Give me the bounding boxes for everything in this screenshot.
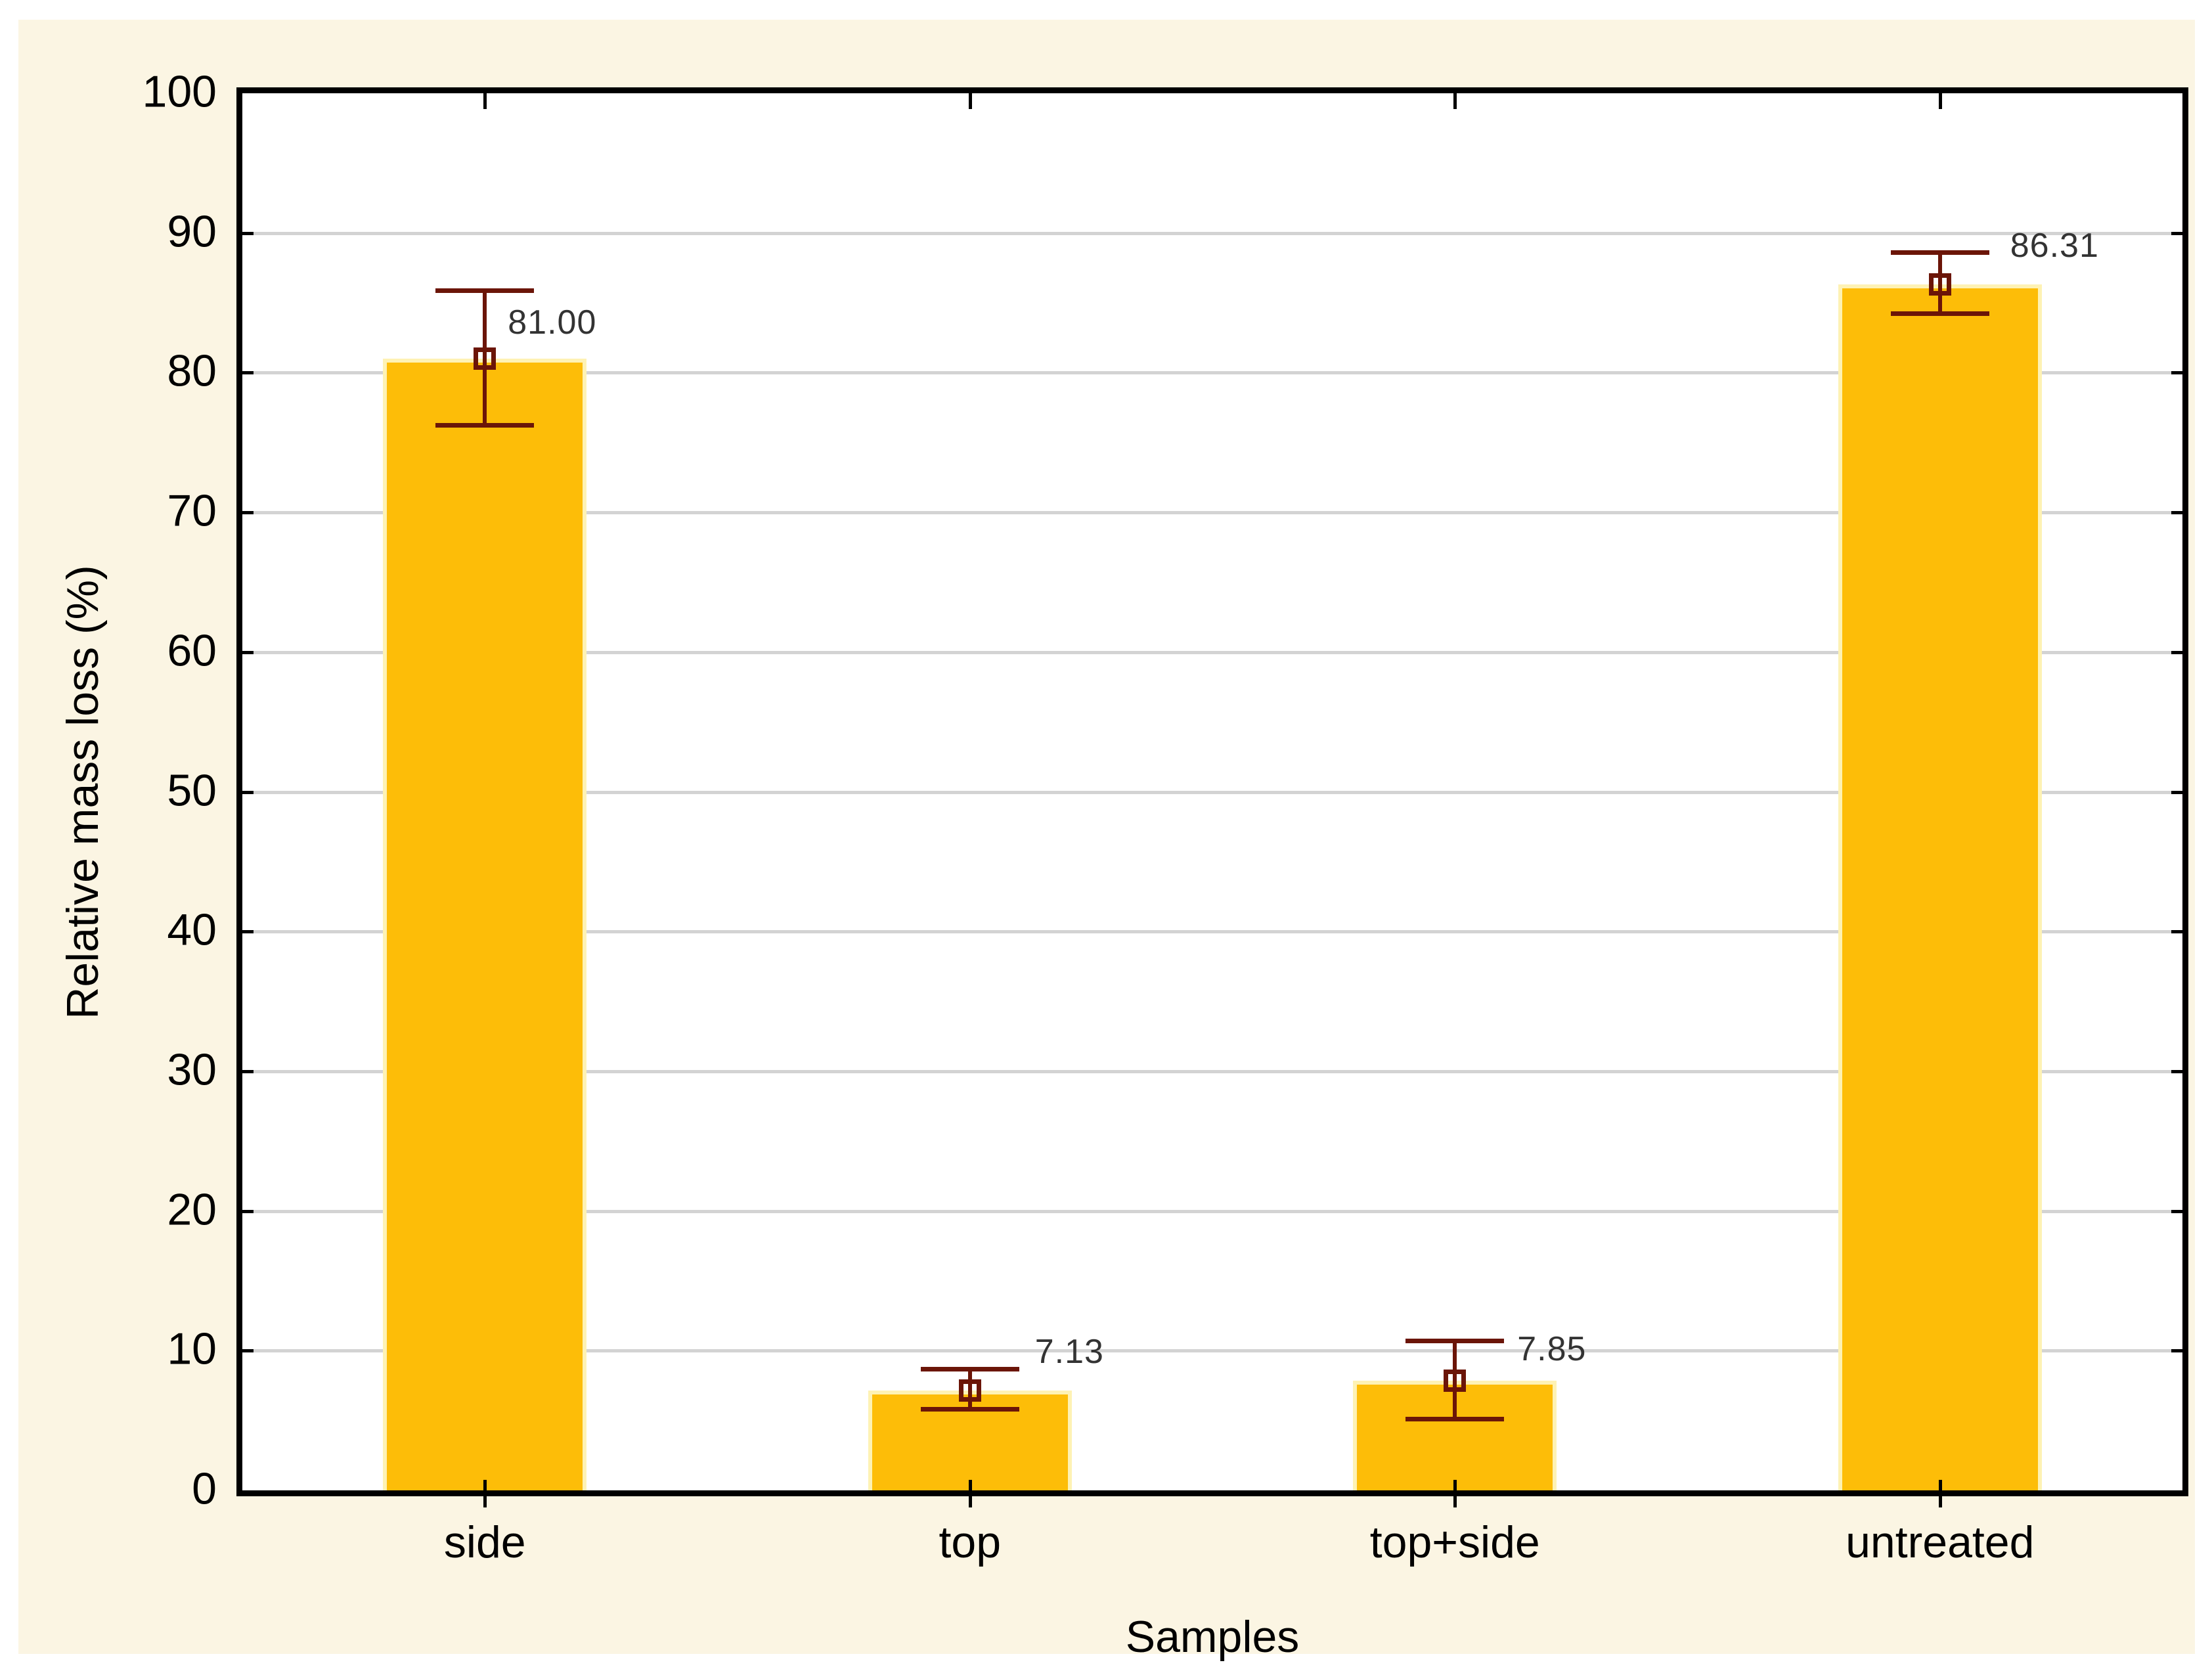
y-tick-left-40 (242, 930, 254, 934)
gridline-60 (242, 650, 2182, 654)
y-tick-label-20: 20 (167, 1184, 217, 1234)
x-tick-top-side (483, 93, 487, 109)
y-tick-label-0: 0 (192, 1463, 217, 1514)
error-bar-cap-top-side (435, 288, 535, 293)
y-tick-left-30 (242, 1069, 254, 1073)
gridline-40 (242, 930, 2182, 934)
y-tick-label-40: 40 (167, 904, 217, 955)
x-tick-top-untreated (1938, 93, 1942, 109)
y-tick-right-30 (2171, 1069, 2182, 1073)
error-bar-line-top+side (1453, 1341, 1457, 1419)
gridline-20 (242, 1209, 2182, 1213)
x-tick-inner-side (483, 1480, 487, 1490)
y-tick-right-10 (2171, 1349, 2182, 1353)
figure-panel: Relative mass loss (%) 81.00 7.13 7.85 86.3… (18, 20, 2195, 1659)
y-tick-right-80 (2171, 371, 2182, 375)
y-tick-left-10 (242, 1349, 254, 1353)
error-bar-line-untreated (1937, 252, 1942, 315)
error-bar-line-top (967, 1368, 972, 1410)
y-tick-right-60 (2171, 650, 2182, 654)
y-tick-left-60 (242, 650, 254, 654)
y-tick-label-80: 80 (167, 345, 217, 396)
x-tick-label-top+side: top+side (1369, 1517, 1540, 1567)
y-tick-right-40 (2171, 930, 2182, 934)
x-tick-inner-top (968, 1480, 972, 1490)
y-tick-label-70: 70 (167, 485, 217, 536)
error-bar-cap-top-top (920, 1366, 1019, 1371)
y-tick-left-80 (242, 371, 254, 375)
y-tick-right-20 (2171, 1209, 2182, 1213)
y-tick-left-50 (242, 790, 254, 794)
gridline-10 (242, 1349, 2182, 1353)
gridline-50 (242, 790, 2182, 794)
mean-marker-untreated (1928, 273, 1951, 296)
mean-marker-side (474, 347, 497, 370)
bar-untreated (1838, 284, 2042, 1490)
y-tick-left-20 (242, 1209, 254, 1213)
y-tick-label-90: 90 (167, 206, 217, 256)
x-tick-top-top (968, 93, 972, 109)
y-tick-left-70 (242, 511, 254, 515)
y-tick-left-90 (242, 231, 254, 235)
mean-marker-top (958, 1379, 981, 1402)
y-tick-right-50 (2171, 790, 2182, 794)
x-tick-label-top: top (939, 1517, 1002, 1567)
x-tick-label-untreated: untreated (1846, 1517, 2035, 1567)
error-bar-cap-bottom-untreated (1890, 311, 1989, 317)
x-tick-top (968, 1490, 972, 1507)
plot-inner: 81.00 7.13 7.85 86.31 (242, 93, 2182, 1490)
y-tick-label-60: 60 (167, 625, 217, 676)
value-label-top: 7.13 (1034, 1333, 1104, 1371)
x-tick-top-top+side (1453, 93, 1457, 109)
x-tick-untreated (1938, 1490, 1942, 1507)
y-tick-right-70 (2171, 511, 2182, 515)
gridline-30 (242, 1069, 2182, 1073)
x-tick-inner-top+side (1453, 1480, 1457, 1490)
gridline-80 (242, 371, 2182, 375)
value-label-top+side: 7.85 (1517, 1330, 1587, 1369)
y-tick-right-90 (2171, 231, 2182, 235)
x-tick-top+side (1453, 1490, 1457, 1507)
y-tick-label-30: 30 (167, 1044, 217, 1095)
gridline-70 (242, 511, 2182, 515)
value-label-side: 81.00 (508, 303, 597, 342)
bar-side (383, 359, 587, 1490)
error-bar-cap-top-top+side (1405, 1339, 1505, 1344)
x-tick-side (483, 1490, 487, 1507)
error-bar-cap-bottom-top (920, 1406, 1019, 1412)
error-bar-cap-top-untreated (1890, 250, 1989, 256)
y-tick-label-100: 100 (142, 66, 217, 117)
x-tick-inner-untreated (1938, 1480, 1942, 1490)
error-bar-cap-bottom-side (435, 423, 535, 428)
value-label-untreated: 86.31 (2010, 226, 2099, 265)
error-bar-line-side (483, 290, 487, 426)
plot-area: 81.00 7.13 7.85 86.31 (236, 87, 2188, 1496)
error-bar-cap-bottom-top+side (1405, 1416, 1505, 1421)
gridline-90 (242, 231, 2182, 235)
y-tick-label-50: 50 (167, 765, 217, 815)
y-tick-label-10: 10 (167, 1324, 217, 1374)
x-axis-title: Samples (1125, 1612, 1300, 1662)
mean-marker-top+side (1444, 1370, 1467, 1392)
x-tick-label-side: side (443, 1517, 526, 1567)
